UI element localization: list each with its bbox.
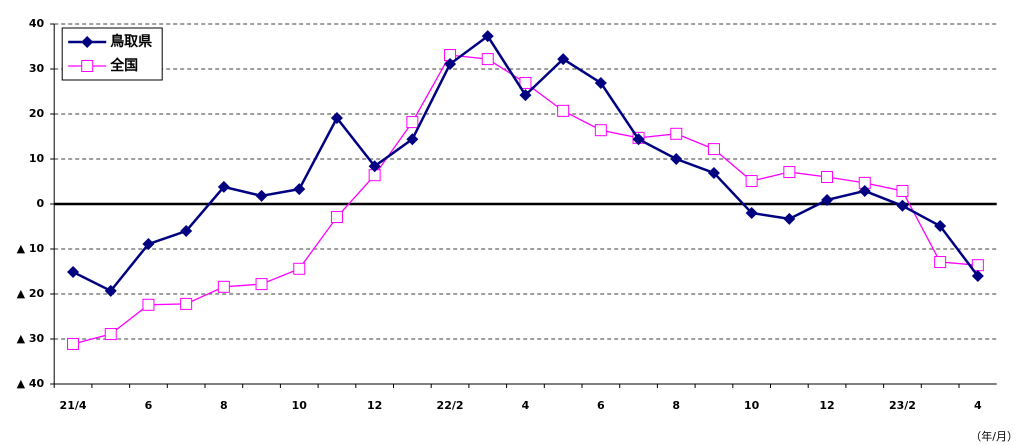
point [745, 175, 758, 188]
y-tick-label: 30 [29, 62, 45, 75]
y-tick-label: 0 [37, 197, 45, 210]
series-line [72, 34, 979, 293]
y-tick-label: 20 [29, 107, 45, 120]
point [142, 238, 155, 251]
legend-label: 全国 [109, 57, 138, 74]
point [180, 225, 193, 237]
point [104, 284, 117, 297]
point [180, 297, 193, 310]
legend-label: 鳥取県 [110, 33, 152, 50]
point [707, 166, 720, 179]
point [444, 58, 457, 71]
point [557, 104, 570, 117]
point [594, 124, 607, 137]
point [821, 171, 834, 183]
y-tick-label: ▲ 30 [17, 332, 45, 345]
x-tick-label: 4 [522, 399, 530, 412]
point [934, 256, 947, 269]
x-tick-label: 10 [744, 399, 760, 412]
point [896, 199, 909, 212]
y-tick-label: 40 [29, 17, 45, 30]
x-tick-label: 6 [145, 399, 153, 412]
x-tick-label: 4 [974, 399, 982, 412]
x-tick-label: 8 [672, 399, 680, 412]
point [896, 184, 909, 197]
y-tick-label: ▲ 40 [17, 377, 45, 390]
point [217, 180, 230, 193]
y-tick-label: ▲ 10 [17, 242, 45, 255]
point [142, 298, 155, 311]
legend-box [61, 27, 163, 81]
point [406, 116, 419, 129]
point [104, 328, 117, 341]
y-tick-label: 10 [29, 152, 45, 165]
x-tick-label: 10 [292, 399, 308, 412]
point [217, 280, 230, 293]
point [81, 36, 94, 48]
x-tick-label: 23/2 [889, 399, 916, 412]
point [971, 270, 984, 282]
point [293, 262, 306, 275]
point [67, 337, 80, 350]
point [255, 278, 268, 291]
x-tick-label: 12 [367, 399, 382, 412]
point [557, 53, 570, 66]
point [293, 183, 306, 196]
point [745, 207, 758, 219]
x-axis-label: （年/月） [970, 429, 1018, 443]
x-tick-label: 6 [597, 399, 605, 412]
x-tick-label: 8 [220, 399, 228, 412]
x-tick-label: 21/4 [60, 399, 87, 412]
x-tick-label: 22/2 [437, 399, 464, 412]
point [481, 53, 494, 66]
x-tick-label: 12 [819, 399, 834, 412]
point [670, 127, 683, 140]
point [858, 184, 871, 197]
point [330, 211, 343, 224]
point [481, 30, 494, 43]
point [519, 76, 532, 89]
point [594, 76, 607, 89]
point [255, 189, 268, 202]
point [632, 133, 645, 146]
point [368, 160, 381, 173]
point [519, 89, 532, 102]
point [934, 220, 947, 233]
point [406, 133, 419, 146]
point [821, 193, 834, 206]
point [67, 265, 80, 278]
point [81, 60, 94, 72]
point [670, 153, 683, 165]
point [707, 143, 720, 156]
point [783, 166, 796, 179]
point [330, 112, 343, 125]
y-tick-label: ▲ 20 [17, 287, 45, 300]
point [783, 212, 796, 225]
